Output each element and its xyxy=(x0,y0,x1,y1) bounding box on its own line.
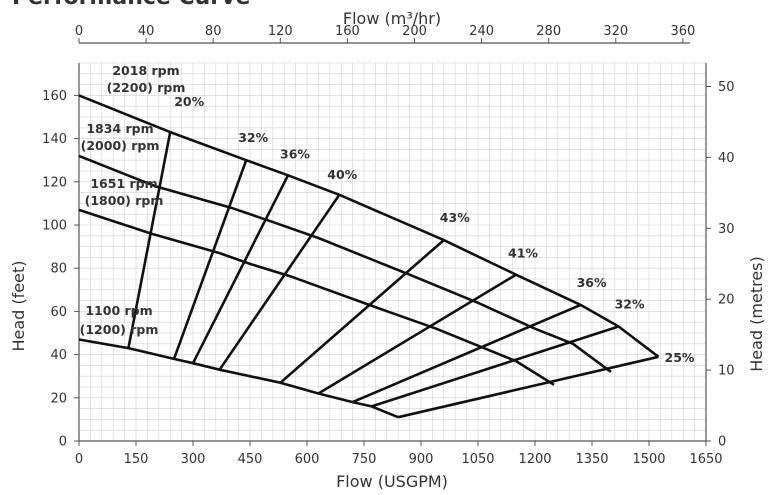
left-axis-title: Head (feet) xyxy=(9,261,28,352)
bottom-tick-label: 0 xyxy=(75,452,83,467)
top-tick-label: 80 xyxy=(205,24,222,39)
right-tick-label: 40 xyxy=(718,151,735,166)
left-tick-label: 40 xyxy=(50,348,67,363)
efficiency-label: 43% xyxy=(440,210,470,225)
bottom-tick-label: 300 xyxy=(181,452,206,467)
speed-label-line2: (2200) rpm xyxy=(107,80,186,95)
left-tick-label: 0 xyxy=(59,435,67,450)
top-tick-label: 360 xyxy=(670,24,695,39)
top-tick-label: 160 xyxy=(335,24,360,39)
bottom-tick-label: 450 xyxy=(238,452,263,467)
bottom-tick-label: 600 xyxy=(295,452,320,467)
efficiency-line xyxy=(317,273,517,395)
head-curve xyxy=(78,208,555,386)
bottom-tick-label: 1200 xyxy=(518,452,551,467)
chart-title: Performance Curve xyxy=(12,0,250,10)
bottom-tick-label: 900 xyxy=(409,452,434,467)
speed-label-line1: 2018 rpm xyxy=(112,63,179,78)
efficiency-line xyxy=(279,239,445,384)
bottom-tick-label: 150 xyxy=(124,452,149,467)
efficiency-label: 36% xyxy=(280,146,310,161)
speed-label-line1: 1834 rpm xyxy=(86,121,153,136)
efficiency-line xyxy=(127,131,172,349)
bottom-tick-label: 1500 xyxy=(632,452,665,467)
left-tick-label: 160 xyxy=(42,89,67,104)
left-tick-label: 140 xyxy=(42,132,67,147)
top-axis-title: Flow (m³/hr) xyxy=(343,9,441,28)
bottom-tick-label: 750 xyxy=(352,452,377,467)
head-curve xyxy=(78,338,399,419)
left-tick-label: 80 xyxy=(50,262,67,277)
efficiency-label: 25% xyxy=(665,350,695,365)
top-tick-label: 280 xyxy=(536,24,561,39)
tick-labels: 0 150 300 450 600 750 900 1050 1200 1350 1500 16500… xyxy=(42,24,734,467)
annotations: 20% 32% 36% 40% 43% 41% 36% 32% 25% 2018 rpm (2200… xyxy=(80,63,695,365)
top-tick-label: 0 xyxy=(75,24,83,39)
right-tick-label: 0 xyxy=(718,435,726,450)
top-tick-label: 320 xyxy=(603,24,628,39)
efficiency-label: 41% xyxy=(508,246,538,261)
speed-label-line2: (1800) rpm xyxy=(85,193,164,208)
left-tick-label: 100 xyxy=(42,219,67,234)
right-tick-label: 20 xyxy=(718,293,735,308)
efficiency-label: 32% xyxy=(238,130,268,145)
efficiency-label: 40% xyxy=(327,167,357,182)
efficiency-line xyxy=(352,303,582,404)
right-axis-title: Head (metres) xyxy=(747,256,766,372)
right-tick-label: 10 xyxy=(718,364,735,379)
efficiency-line xyxy=(172,159,248,360)
efficiency-line xyxy=(218,194,341,371)
top-tick-label: 120 xyxy=(268,24,293,39)
speed-label-line2: (1200) rpm xyxy=(80,322,159,337)
bottom-tick-label: 1350 xyxy=(575,452,608,467)
right-tick-label: 30 xyxy=(718,222,735,237)
left-tick-label: 20 xyxy=(50,391,67,406)
top-tick-label: 240 xyxy=(469,24,494,39)
efficiency-curves xyxy=(127,131,659,419)
bottom-tick-label: 1050 xyxy=(461,452,494,467)
efficiency-line xyxy=(371,325,620,408)
right-tick-label: 50 xyxy=(718,80,735,95)
speed-label-line1: 1100 rpm xyxy=(85,303,152,318)
head-curves xyxy=(78,94,660,419)
efficiency-label: 32% xyxy=(615,297,645,312)
top-tick-label: 40 xyxy=(138,24,155,39)
left-tick-label: 60 xyxy=(50,305,67,320)
head-curve xyxy=(78,94,660,358)
efficiency-label: 20% xyxy=(174,94,204,109)
efficiency-line xyxy=(191,174,290,364)
left-tick-label: 120 xyxy=(42,175,67,190)
efficiency-label: 36% xyxy=(577,275,607,290)
speed-label-line1: 1651 rpm xyxy=(90,176,157,191)
speed-label-line2: (2000) rpm xyxy=(81,138,160,153)
bottom-tick-label: 1650 xyxy=(689,452,722,467)
bottom-axis-title: Flow (USGPM) xyxy=(336,472,448,491)
top-tick-label: 200 xyxy=(402,24,427,39)
head-curve xyxy=(78,154,612,373)
efficiency-line xyxy=(397,355,659,419)
axes xyxy=(74,38,711,446)
